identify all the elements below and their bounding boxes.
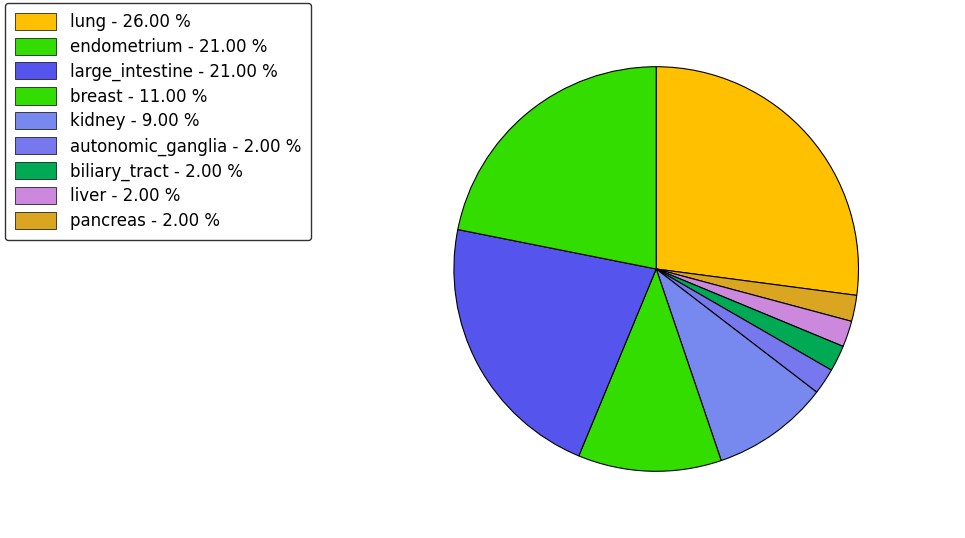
Legend: lung - 26.00 %, endometrium - 21.00 %, large_intestine - 21.00 %, breast - 11.00: lung - 26.00 %, endometrium - 21.00 %, l… bbox=[5, 3, 311, 240]
Wedge shape bbox=[656, 269, 857, 321]
Wedge shape bbox=[656, 269, 851, 346]
Wedge shape bbox=[656, 269, 816, 461]
Wedge shape bbox=[656, 67, 859, 295]
Wedge shape bbox=[656, 269, 832, 392]
Wedge shape bbox=[656, 269, 843, 370]
Wedge shape bbox=[579, 269, 721, 471]
Wedge shape bbox=[454, 230, 656, 456]
Wedge shape bbox=[457, 67, 656, 269]
